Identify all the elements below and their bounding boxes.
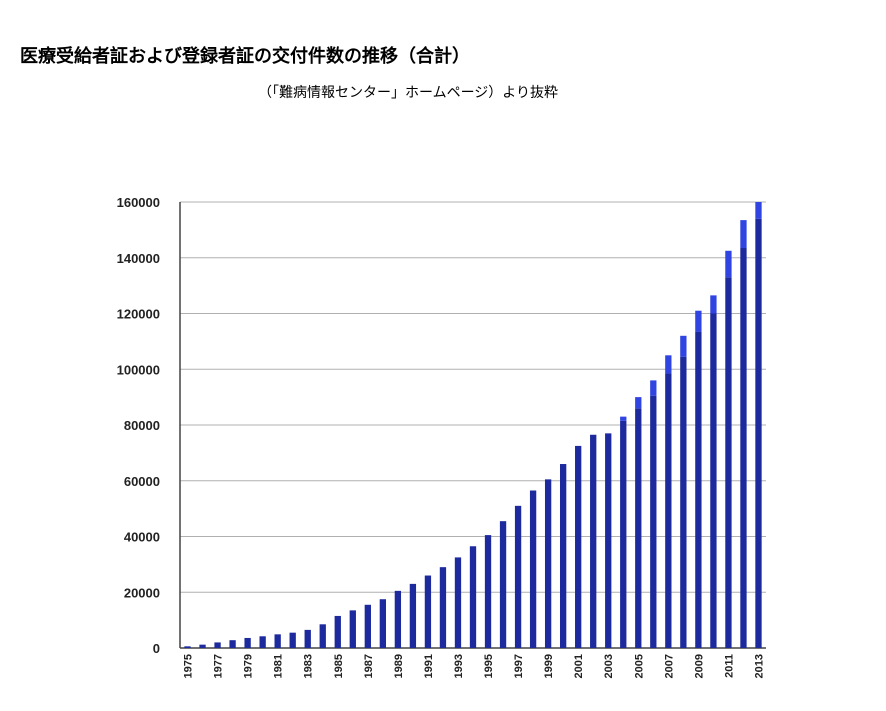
bar-top-2010 [710, 295, 717, 314]
bar-1987 [364, 604, 371, 648]
x-tick-label: 2011 [723, 654, 735, 678]
y-tick-label: 100000 [117, 362, 160, 377]
bar-2011 [725, 277, 732, 648]
bar-2002 [590, 434, 597, 648]
bar-1993 [454, 557, 462, 648]
y-tick-label: 160000 [117, 195, 160, 210]
x-tick-label: 1977 [213, 654, 225, 678]
bar-1990 [409, 583, 417, 648]
x-tick-label: 1979 [243, 654, 255, 678]
x-tick-label: 2007 [663, 654, 675, 678]
x-tick-label: 2009 [693, 654, 705, 678]
bar-2006 [650, 395, 657, 648]
y-tick-label: 0 [153, 641, 160, 656]
bar-top-2007 [665, 355, 672, 374]
x-tick-label: 2001 [573, 654, 585, 678]
y-tick-label: 20000 [124, 585, 160, 600]
bar-1989 [394, 590, 402, 648]
y-tick-label: 40000 [124, 530, 160, 545]
bar-1977 [214, 642, 221, 648]
y-tick-label: 80000 [124, 418, 160, 433]
x-tick-label: 1993 [453, 654, 465, 678]
bar-1983 [304, 629, 311, 648]
x-tick-label: 1975 [183, 654, 195, 678]
x-tick-label: 1983 [303, 654, 315, 678]
x-tick-label: 2005 [633, 654, 645, 678]
y-tick-label: 120000 [117, 307, 160, 322]
bar-2009 [695, 331, 702, 648]
bar-2000 [559, 464, 567, 648]
bar-1976 [199, 644, 206, 648]
bar-1980 [259, 636, 266, 648]
x-tick-label: 1985 [333, 654, 345, 678]
x-tick-label: 1999 [543, 654, 555, 678]
bar-1999 [544, 479, 552, 648]
x-tick-label: 2003 [603, 654, 615, 678]
bar-top-2009 [695, 310, 702, 332]
x-tick-label: 1987 [363, 654, 375, 678]
bar-1984 [319, 624, 326, 648]
bar-2001 [575, 445, 582, 648]
bar-2007 [665, 373, 672, 648]
bar-top-2005 [635, 397, 642, 409]
bar-1997 [514, 505, 522, 648]
bar-2005 [635, 408, 642, 648]
x-tick-label: 1991 [423, 654, 435, 678]
bar-1998 [529, 490, 537, 648]
bar-2003 [605, 433, 612, 648]
bar-1991 [424, 575, 432, 648]
y-tick-label: 60000 [124, 474, 160, 489]
bar-top-2004 [620, 416, 627, 421]
bar-2004 [620, 420, 627, 648]
bar-top-2006 [650, 380, 657, 396]
bar-2012 [740, 247, 747, 648]
bar-1982 [289, 632, 296, 648]
bar-2008 [680, 356, 687, 648]
bar-2013 [755, 218, 762, 648]
chart-subtitle: （「難病情報センター」ホームページ）より抜粋 [258, 85, 559, 101]
x-tick-label: 1989 [393, 654, 405, 678]
bar-top-2008 [680, 335, 687, 357]
bar-1985 [334, 615, 341, 648]
bar-1979 [244, 637, 251, 648]
bar-1996 [499, 521, 507, 648]
bar-1981 [274, 634, 281, 648]
chart-title: 医療受給者証および登録者証の交付件数の推移（合計） [20, 46, 470, 67]
bar-1975 [184, 646, 191, 648]
bar-1988 [379, 599, 387, 648]
bar-2010 [710, 313, 717, 648]
x-tick-label: 1995 [483, 654, 495, 678]
bar-top-2011 [725, 250, 732, 278]
bar-1992 [439, 567, 447, 648]
x-tick-label: 2013 [753, 654, 765, 678]
x-tick-label: 1981 [273, 654, 285, 678]
bar-top-2012 [740, 220, 747, 248]
x-tick-label: 1997 [513, 654, 525, 678]
bar-1995 [484, 535, 492, 648]
bar-1986 [349, 610, 356, 648]
bar-1978 [229, 640, 236, 648]
bar-1994 [469, 546, 477, 648]
y-tick-label: 140000 [117, 251, 160, 266]
bar-top-2013 [755, 202, 762, 219]
